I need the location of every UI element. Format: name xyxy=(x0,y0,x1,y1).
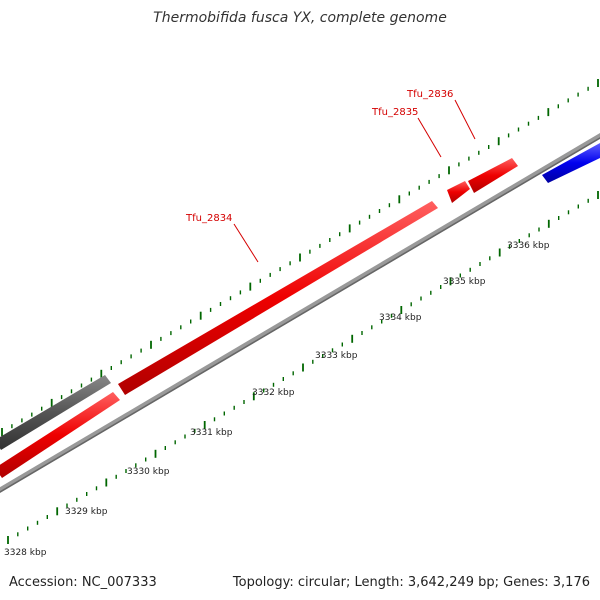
gene-arrow-reverse xyxy=(542,143,600,183)
gene-arrow-tfu-2833 xyxy=(0,392,120,478)
leader-line-tfu-2834 xyxy=(233,223,259,263)
topology-summary: Topology: circular; Length: 3,642,249 bp… xyxy=(232,575,590,590)
gene-arrow-tfu-2834 xyxy=(118,201,438,395)
outer-tick-marks xyxy=(1,79,599,436)
leader-line-tfu-2836 xyxy=(454,99,476,140)
inner-tick-marks xyxy=(7,191,599,544)
scale-label: 3329 kbp xyxy=(65,507,108,517)
genome-backbone xyxy=(0,133,600,493)
scale-label: 3332 kbp xyxy=(252,388,295,398)
scale-label: 3330 kbp xyxy=(127,467,170,477)
accession-text: Accession: NC_007333 xyxy=(9,575,157,590)
scale-label: 3331 kbp xyxy=(190,428,233,438)
gene-arrow-tfu-2835 xyxy=(447,181,470,203)
leader-line-tfu-2835 xyxy=(417,117,442,158)
gene-label-tfu-2834: Tfu_2834 xyxy=(185,213,232,224)
map-title: Thermobifida fusca YX, complete genome xyxy=(153,10,447,26)
scale-label: 3333 kbp xyxy=(315,351,358,361)
gene-label-tfu-2835: Tfu_2835 xyxy=(371,107,418,118)
genome-backbone-shade xyxy=(0,137,600,493)
gene-label-tfu-2836: Tfu_2836 xyxy=(406,89,453,100)
gene-arrow-tfu-2836 xyxy=(468,158,518,193)
scale-label: 3334 kbp xyxy=(379,313,422,323)
scale-label: 3336 kbp xyxy=(507,241,550,251)
scale-label: 3328 kbp xyxy=(4,548,47,558)
scale-label: 3335 kbp xyxy=(443,277,486,287)
gray-feature xyxy=(0,375,111,450)
